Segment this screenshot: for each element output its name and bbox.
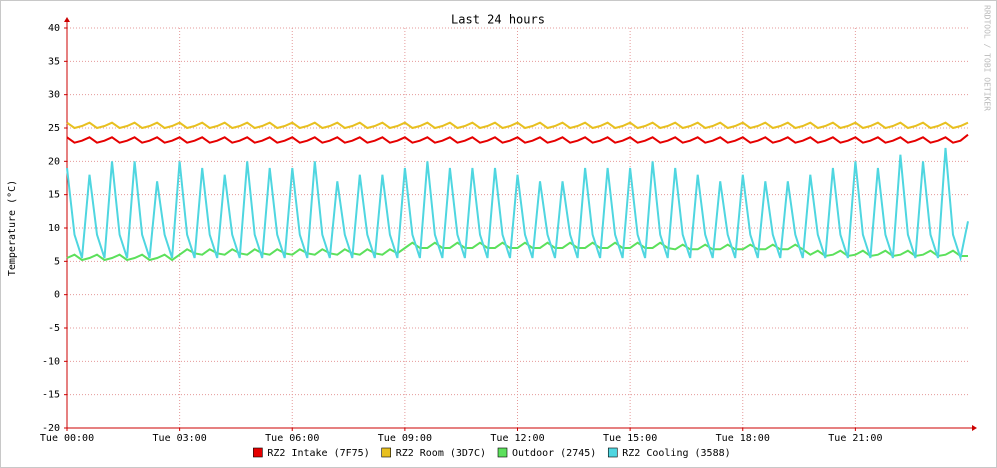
y-tick-label: -5: [48, 323, 60, 334]
legend-label: RZ2 Intake (7F75): [267, 448, 369, 459]
y-tick-label: 15: [48, 190, 60, 201]
watermark: RRDTOOL / TOBI OETIKER: [983, 5, 992, 111]
y-tick-label: -15: [42, 390, 60, 401]
y-tick-label: -10: [42, 356, 60, 367]
y-tick-label: 40: [48, 23, 60, 34]
y-tick-label: 0: [54, 290, 60, 301]
series-line: [66, 121, 969, 130]
chart-title: Last 24 hours: [451, 13, 545, 27]
y-tick-label: 25: [48, 123, 60, 134]
series-line: [66, 133, 969, 144]
y-tick-label: 10: [48, 223, 60, 234]
axis-arrow: [64, 17, 70, 22]
legend-label: RZ2 Cooling (3588): [622, 448, 730, 459]
y-tick-label: 20: [48, 156, 60, 167]
x-tick-label: Tue 06:00: [265, 433, 319, 444]
legend-swatch: [607, 447, 618, 458]
x-tick-label: Tue 18:00: [716, 433, 770, 444]
x-tick-label: Tue 21:00: [828, 433, 882, 444]
legend-swatch: [497, 447, 508, 458]
x-tick-label: Tue 09:00: [378, 433, 432, 444]
y-tick-label: 30: [48, 90, 60, 101]
y-tick-label: 5: [54, 256, 60, 267]
series-line: [66, 147, 969, 262]
axis-arrow: [972, 425, 977, 431]
y-tick-label: 35: [48, 56, 60, 67]
legend-label: RZ2 Room (3D7C): [396, 448, 486, 459]
y-axis-label: Temperature (°C): [7, 180, 18, 276]
x-tick-label: Tue 12:00: [490, 433, 544, 444]
x-tick-label: Tue 03:00: [153, 433, 207, 444]
legend-swatch: [253, 447, 263, 458]
legend-label: Outdoor (2745): [512, 448, 596, 459]
legend-swatch: [381, 447, 392, 458]
y-tick-label: -20: [42, 423, 60, 434]
x-tick-label: Tue 00:00: [40, 433, 94, 444]
x-tick-label: Tue 15:00: [603, 433, 657, 444]
